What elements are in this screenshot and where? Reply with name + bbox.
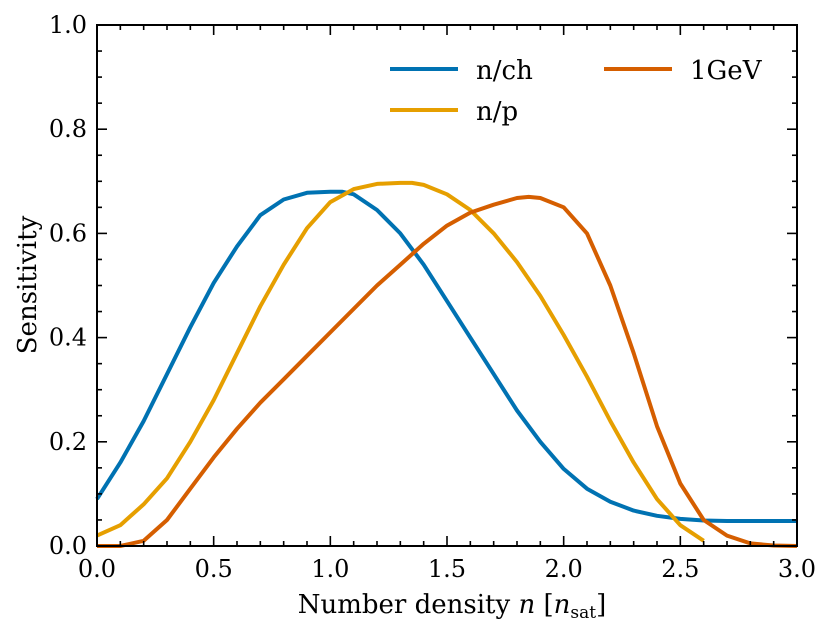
legend-label-n-ch: n/ch: [476, 56, 533, 86]
legend-label-1gev: 1GeV: [690, 56, 763, 86]
y-axis-title: Sensitivity: [13, 215, 43, 354]
y-tick-label: 0.4: [49, 324, 87, 352]
x-tick-label: 1.0: [311, 555, 349, 583]
x-tick-label: 3.0: [778, 555, 816, 583]
series-line-n-p: [96, 180, 705, 543]
x-tick-label: 2.5: [661, 555, 699, 583]
y-tick-label: 0.2: [49, 428, 87, 456]
y-tick-label: 1.0: [49, 11, 87, 39]
y-tick-label: 0.8: [49, 115, 87, 143]
y-tick-label: 0.6: [49, 219, 87, 247]
x-axis-title: Number density n [nsat]: [298, 590, 607, 623]
x-tick-label: 0.5: [195, 555, 233, 583]
series-layer: [95, 180, 798, 548]
legend-label-n-p: n/p: [476, 97, 518, 127]
series-line-1gev: [97, 194, 798, 548]
legend: n/ch n/p 1GeV: [390, 56, 763, 127]
plot-frame: [96, 24, 798, 547]
x-tick-label: 0.0: [78, 555, 116, 583]
x-tick-label: 2.0: [545, 555, 583, 583]
tick-label-layer: 0.0 0.5 1.0 1.5 2.0 2.5 3.0 0.0 0.2 0.4 0.6 0.8 1.0: [49, 11, 816, 583]
x-tick-label: 1.5: [428, 555, 466, 583]
y-tick-label: 0.0: [49, 532, 87, 560]
